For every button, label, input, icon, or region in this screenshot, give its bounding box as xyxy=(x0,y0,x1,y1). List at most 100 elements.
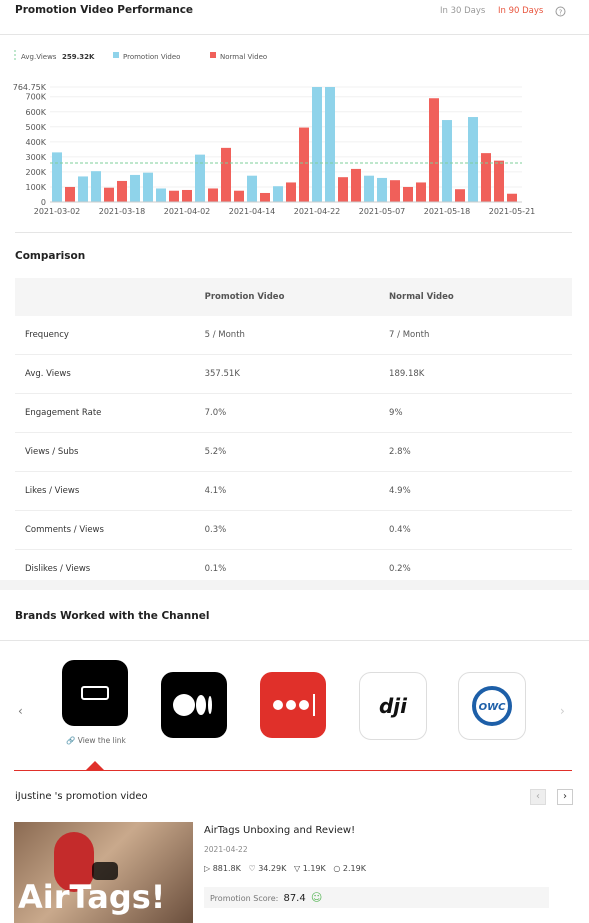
logo-text: OWC xyxy=(479,702,507,713)
x-tick-label: 2021-05-07 xyxy=(359,207,406,216)
link[interactable]: 🔗 View the link xyxy=(66,736,126,745)
y-tick-label: 300K xyxy=(25,153,46,162)
y-tick-label: 200K xyxy=(25,168,46,177)
x-tick-label: 2021-04-22 xyxy=(294,207,341,216)
bar xyxy=(507,193,517,202)
x-tick-label: 2021-03-02 xyxy=(34,207,81,216)
cell: 0.3% xyxy=(203,510,389,550)
prev-button[interactable]: ‹ xyxy=(530,789,546,805)
comparison-table: Promotion Video Normal Video Frequency 5 / … xyxy=(15,278,572,589)
video-thumbnail[interactable]: AirTags! xyxy=(14,822,193,923)
comments: 2.19K xyxy=(342,864,366,873)
link-text[interactable]: View the link xyxy=(77,736,126,745)
header-cell xyxy=(15,278,204,316)
prev-arrow[interactable]: ‹ xyxy=(18,704,23,718)
score-label: Promotion Score: xyxy=(210,894,279,903)
bar xyxy=(455,189,465,202)
bar xyxy=(299,127,309,202)
cell: 4.9% xyxy=(388,471,572,511)
cell: 189.18K xyxy=(388,354,572,394)
brand-logo[interactable]: dji xyxy=(359,672,427,740)
band xyxy=(0,580,589,590)
row: Frequency 5 / Month 7 / Month xyxy=(15,316,572,355)
section-title: iJustine 's promotion video xyxy=(15,791,148,802)
y-tick-label: 100K xyxy=(25,183,46,192)
header-row: Promotion Video Normal Video xyxy=(15,278,572,316)
bar xyxy=(221,147,231,202)
dislikes: 1.19K xyxy=(302,864,326,873)
bar xyxy=(481,153,491,202)
tab[interactable]: In 30 Days xyxy=(440,6,486,16)
row-label: Comments / Views xyxy=(15,510,204,550)
help-icon[interactable]: ? xyxy=(555,6,566,17)
bar xyxy=(65,186,75,202)
row: Comments / Views 0.3% 0.4% xyxy=(15,510,572,550)
next-button[interactable]: › xyxy=(557,789,573,805)
bar xyxy=(156,188,166,202)
y-tick-label: 764.75K xyxy=(13,83,47,92)
bar xyxy=(182,189,192,202)
bar xyxy=(390,180,400,202)
cell: 5.2% xyxy=(203,432,389,472)
bar xyxy=(208,188,218,202)
brand-logo[interactable]: OWC xyxy=(458,672,526,740)
bar xyxy=(286,182,296,202)
bar xyxy=(494,160,504,202)
brand-logo[interactable] xyxy=(62,660,128,726)
y-tick-label: 400K xyxy=(25,138,46,147)
bar xyxy=(260,192,270,202)
divider xyxy=(0,34,589,35)
tab-active[interactable]: In 90 Days xyxy=(498,6,544,16)
section-title: Promotion Video Performance xyxy=(15,4,194,16)
bar xyxy=(169,190,179,202)
bar xyxy=(247,175,257,202)
cell: 4.1% xyxy=(203,471,389,511)
cell: 5 / Month xyxy=(203,316,389,355)
views: 881.8K xyxy=(212,864,241,873)
cell: 357.51K xyxy=(203,354,389,394)
legend-label: Normal Video xyxy=(220,53,267,61)
svg-text:?: ? xyxy=(559,9,563,17)
bar xyxy=(312,87,322,202)
bar xyxy=(78,176,88,202)
row-label: Frequency xyxy=(15,316,204,355)
legend-label: Avg.Views xyxy=(21,53,57,61)
bar xyxy=(195,154,205,202)
bar xyxy=(403,186,413,202)
legend-swatch xyxy=(210,52,216,58)
bar xyxy=(364,175,374,202)
cell: 2.8% xyxy=(388,432,572,472)
bar xyxy=(117,180,127,202)
likes: 34.29K xyxy=(258,864,287,873)
x-tick-label: 2021-05-21 xyxy=(489,207,536,216)
cell: 7.0% xyxy=(203,393,389,433)
row: Views / Subs 5.2% 2.8% xyxy=(15,432,572,472)
bar xyxy=(429,98,439,202)
x-tick-label: 2021-05-18 xyxy=(424,207,471,216)
bar xyxy=(143,172,153,202)
header-cell: Promotion Video xyxy=(204,292,285,302)
brand-logo[interactable] xyxy=(161,672,227,738)
bar xyxy=(325,87,335,202)
score-box: Promotion Score: 87.4 ☺ xyxy=(204,887,549,908)
bar xyxy=(130,174,140,202)
y-tick-label: 500K xyxy=(25,123,46,132)
y-tick-label: 600K xyxy=(25,108,46,117)
bar xyxy=(234,190,244,202)
bar xyxy=(416,182,426,202)
x-tick-label: 2021-04-02 xyxy=(164,207,211,216)
video-title[interactable]: AirTags Unboxing and Review! xyxy=(204,825,356,836)
brand-logo[interactable] xyxy=(260,672,326,738)
cell: 9% xyxy=(388,393,572,433)
x-tick-label: 2021-04-14 xyxy=(229,207,276,216)
row-label: Views / Subs xyxy=(15,432,204,472)
row: Avg. Views 357.51K 189.18K xyxy=(15,354,572,394)
row-label: Avg. Views xyxy=(15,354,204,394)
next-arrow[interactable]: › xyxy=(560,704,565,718)
selector-line xyxy=(14,761,572,771)
section-title: Brands Worked with the Channel xyxy=(15,610,210,622)
row: Engagement Rate 7.0% 9% xyxy=(15,393,572,433)
y-tick-label: 700K xyxy=(25,93,46,102)
